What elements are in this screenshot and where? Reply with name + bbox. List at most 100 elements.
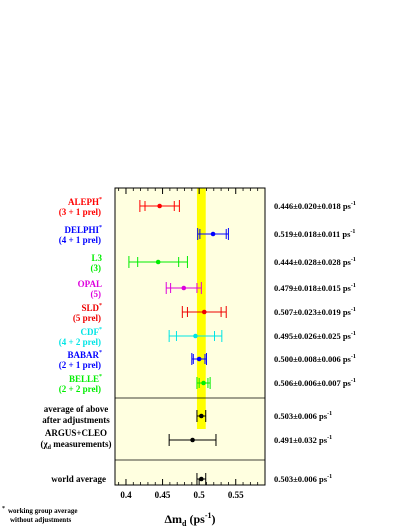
label-line2-pre-avg-2: (χ — [40, 439, 48, 449]
marker-cdf — [193, 333, 198, 339]
label-sub-aleph: (3 + 1 prel) — [59, 207, 101, 217]
result-unit-opal: -1 — [351, 283, 356, 289]
label-name-delphi: DELPHI — [64, 225, 99, 235]
label-line1-avg-1: average of above — [44, 404, 108, 414]
label-cdf: CDF* — [81, 327, 103, 337]
x-axis-unit-close: ) — [212, 512, 216, 526]
result-value-world: 0.503±0.006 ps — [274, 474, 328, 484]
result-value-sld: 0.507±0.023±0.019 ps — [274, 307, 352, 317]
point-avg-2 — [168, 434, 217, 446]
result-value-cdf: 0.495±0.026±0.025 ps — [274, 331, 352, 341]
point-sld — [181, 306, 227, 318]
point-l3 — [128, 256, 188, 268]
marker-opal — [181, 285, 187, 291]
label-star-aleph: * — [99, 197, 102, 203]
result-unit-belle: -1 — [351, 378, 356, 384]
x-tick-label-0: 0.4 — [120, 490, 132, 500]
label-name-aleph: ALEPH — [68, 197, 99, 207]
label-star-cdf: * — [99, 327, 102, 333]
marker-world — [199, 476, 204, 482]
label-star-babar: * — [99, 350, 102, 356]
x-axis-symbol: Δm — [165, 512, 183, 526]
chart-labels: ALEPH*(3 + 1 prel)0.446±0.020±0.018 ps-1… — [40, 197, 355, 484]
marker-avg-1 — [199, 413, 204, 419]
label-l3: L3 — [91, 253, 102, 263]
label-line2-post-avg-2: measurements) — [51, 439, 112, 449]
x-axis-symbol-sub: d — [182, 519, 187, 528]
label-line2-avg-2: (χd measurements) — [40, 439, 111, 451]
marker-delphi — [210, 231, 216, 237]
label-sub-babar: (2 + 1 prel) — [59, 360, 101, 370]
x-axis: 0.4 0.45 0.5 0.55 — [118, 188, 266, 500]
label-star-delphi: * — [99, 225, 102, 231]
result-belle: 0.506±0.006±0.007 ps-1 — [274, 378, 356, 388]
result-l3: 0.444±0.028±0.028 ps-1 — [274, 257, 356, 267]
chart-marks — [128, 200, 229, 485]
result-value-delphi: 0.519±0.018±0.011 ps — [274, 229, 351, 239]
label-belle: BELLE* — [69, 374, 102, 384]
point-belle — [196, 377, 211, 389]
result-unit-sld: -1 — [351, 307, 356, 313]
x-tick-label-1: 0.45 — [155, 490, 171, 500]
plot-frame — [114, 187, 266, 486]
result-value-avg-1: 0.503±0.006 ps — [274, 411, 328, 421]
result-unit-avg-1: -1 — [327, 411, 332, 417]
marker-aleph — [157, 203, 162, 209]
label-babar: BABAR* — [67, 350, 102, 360]
label-line2-sub-avg-2: d — [48, 445, 52, 451]
footnote-mark: * — [2, 506, 5, 512]
label-sub-belle: (2 + 2 prel) — [59, 384, 101, 394]
result-unit-delphi: -1 — [350, 229, 355, 235]
result-unit-babar: -1 — [351, 354, 356, 360]
footnote: * working group average without adjustme… — [2, 506, 77, 524]
marker-sld — [201, 309, 207, 315]
average-band — [196, 188, 206, 429]
label-star-sld: * — [99, 303, 102, 309]
result-world: 0.503±0.006 ps-1 — [274, 474, 332, 484]
result-opal: 0.479±0.018±0.015 ps-1 — [274, 283, 356, 293]
result-babar: 0.500±0.008±0.006 ps-1 — [274, 354, 356, 364]
result-value-aleph: 0.446±0.020±0.018 ps — [274, 201, 352, 211]
label-world: world average — [51, 474, 106, 484]
point-delphi — [197, 228, 229, 240]
result-delphi: 0.519±0.018±0.011 ps-1 — [274, 229, 355, 239]
marker-babar — [196, 356, 202, 362]
marker-belle — [201, 380, 206, 386]
result-unit-world: -1 — [327, 474, 332, 480]
label-name-cdf: CDF — [81, 327, 100, 337]
label-sub-sld: (5 prel) — [73, 313, 101, 323]
x-tick-label-3: 0.55 — [228, 490, 244, 500]
label-name-babar: BABAR — [67, 350, 99, 360]
x-tick-label-2: 0.5 — [194, 490, 206, 500]
footnote-line-1: working group average — [8, 507, 77, 515]
label-sub-cdf: (4 + 2 prel) — [59, 337, 101, 347]
footnote-line-2: without adjustments — [10, 516, 72, 524]
point-avg-1 — [196, 410, 207, 422]
label-line1-avg-2: ARGUS+CLEO — [45, 428, 107, 438]
label-name-belle: BELLE — [69, 374, 99, 384]
label-sub-opal: (5) — [91, 289, 102, 299]
result-value-avg-2: 0.491±0.032 ps — [274, 435, 328, 445]
label-sub-delphi: (4 + 1 prel) — [59, 235, 101, 245]
result-value-l3: 0.444±0.028±0.028 ps — [274, 257, 352, 267]
x-axis-unit: (ps — [189, 512, 205, 526]
marker-l3 — [155, 259, 161, 265]
x-axis-label: Δmd (ps-1) — [165, 511, 216, 528]
point-aleph — [139, 200, 180, 212]
result-unit-aleph: -1 — [351, 201, 356, 207]
result-value-belle: 0.506±0.006±0.007 ps — [274, 378, 352, 388]
result-avg-1: 0.503±0.006 ps-1 — [274, 411, 332, 421]
label-line2-avg-1: after adjustments — [42, 415, 110, 425]
point-babar — [191, 353, 207, 365]
label-name-l3: L3 — [91, 253, 102, 263]
result-value-opal: 0.479±0.018±0.015 ps — [274, 283, 352, 293]
result-unit-l3: -1 — [351, 257, 356, 263]
label-aleph: ALEPH* — [68, 197, 102, 207]
result-sld: 0.507±0.023±0.019 ps-1 — [274, 307, 356, 317]
result-unit-avg-2: -1 — [327, 435, 332, 441]
label-name-opal: OPAL — [78, 279, 102, 289]
marker-avg-2 — [190, 437, 195, 443]
label-sld: SLD* — [81, 303, 102, 313]
label-opal: OPAL — [78, 279, 102, 289]
result-value-babar: 0.500±0.008±0.006 ps — [274, 354, 352, 364]
